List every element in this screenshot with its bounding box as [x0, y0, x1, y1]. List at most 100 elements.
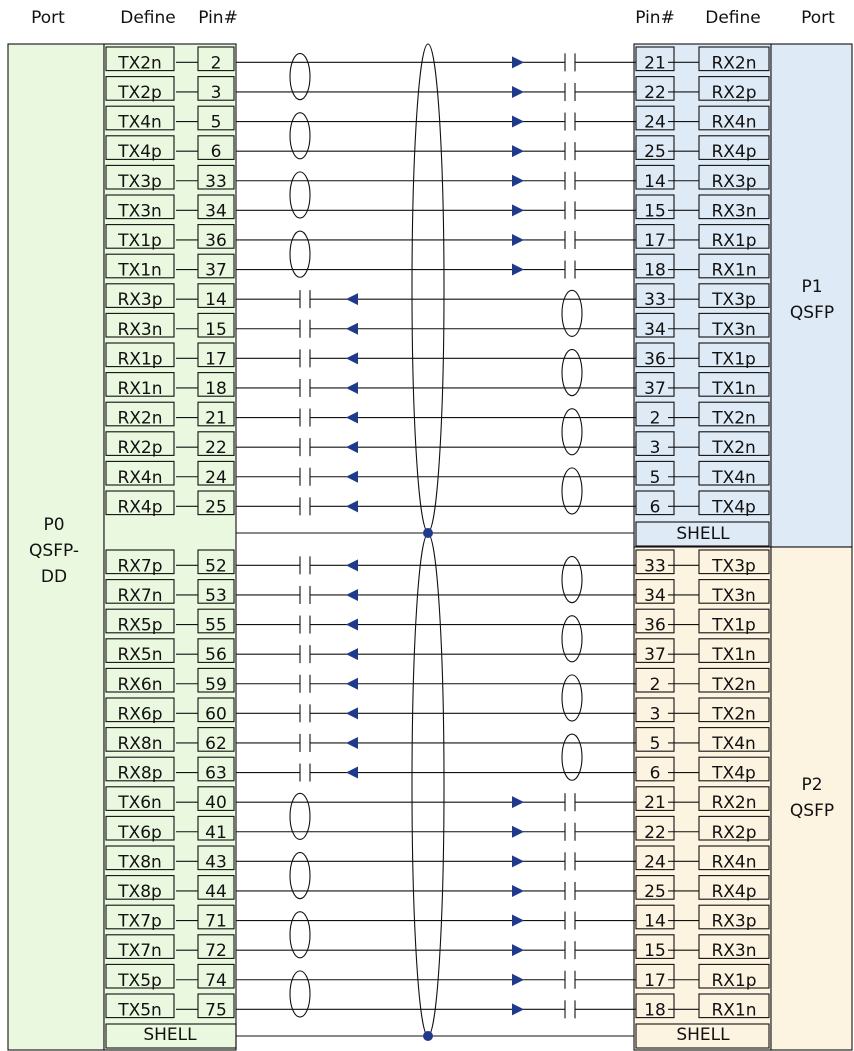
g1-right-define: RX2n [711, 53, 756, 73]
g2-right-pin-cell [635, 963, 675, 989]
g1-left-pin: 34 [205, 201, 227, 221]
g1-diff-pair-ellipse [289, 52, 311, 101]
g2-left-define-cell [105, 786, 175, 811]
g2-right-pin-cell [635, 667, 675, 693]
g2-left-pin-cell [197, 638, 235, 663]
g2-left-pin-cell [197, 993, 235, 1019]
g1-left-define: TX2n [117, 53, 162, 73]
g1-right-pin-cell [635, 224, 675, 249]
g1-left-define: TX1p [117, 231, 162, 251]
g2-right-define-cell [698, 727, 770, 752]
g1-left-pin-cell [197, 342, 235, 368]
g2-right-pin-cell [635, 786, 675, 811]
g2-left-define: RX7p [117, 556, 162, 576]
g2-left-pin: 44 [205, 882, 227, 902]
g1-right-define-cell [698, 490, 770, 516]
p0-port-label-line2: QSFP- [29, 541, 79, 561]
g1-left-define: TX4p [117, 142, 162, 162]
g1-direction-arrow-right [512, 145, 524, 158]
g2-left-pin: 53 [205, 586, 227, 606]
p0-shell-label: SHELL [143, 1025, 197, 1045]
header-left-define: Define [120, 8, 176, 28]
g2-right-pin-cell [635, 815, 675, 841]
g2-left-pin-cell [197, 875, 235, 900]
g2-left-pin-cell [197, 904, 235, 930]
p0-pin-block [103, 43, 237, 1051]
g2-right-pin-cell [635, 904, 675, 930]
p0-port-label-line3: DD [41, 567, 67, 587]
g1-right-pin: 18 [644, 261, 666, 281]
g1-right-define-cell [698, 194, 770, 220]
g1-right-pin-cell [635, 283, 675, 308]
g1-right-pin-cell [635, 164, 675, 190]
g1-left-pin: 2 [211, 53, 222, 73]
g2-right-define-cell [698, 549, 770, 575]
g1-diff-pair-ellipse [561, 408, 583, 456]
g1-right-define-cell [698, 253, 770, 279]
g1-right-define: TX2n [711, 409, 756, 429]
g1-left-define: RX2n [117, 409, 162, 429]
g2-right-pin-cell [635, 697, 675, 723]
g2-diff-pair-ellipse [289, 792, 311, 840]
g2-right-define-cell [698, 993, 770, 1019]
p2-pin-block [633, 546, 772, 1051]
g1-direction-arrow-right [512, 174, 524, 187]
g2-direction-arrow-right [512, 855, 524, 868]
g2-left-pin-cell [197, 667, 235, 693]
g2-direction-arrow-left [346, 736, 358, 749]
g2-right-pin: 5 [650, 734, 661, 754]
g1-left-pin: 15 [205, 320, 227, 340]
g1-left-define-cell [105, 372, 175, 397]
g1-left-pin: 3 [211, 83, 222, 103]
g2-left-pin-cell [197, 579, 235, 604]
g2-right-define: RX1n [711, 1000, 756, 1020]
g1-left-define-cell [105, 224, 175, 249]
g1-left-pin-cell [197, 224, 235, 249]
g2-direction-arrow-right [512, 884, 524, 897]
g2-right-define: RX3p [711, 912, 756, 932]
g2-direction-arrow-left [346, 707, 358, 720]
g2-right-pin-cell [635, 638, 675, 663]
g2-left-define-cell [105, 579, 175, 604]
g2-right-pin: 33 [644, 556, 666, 576]
g2-right-define-cell [698, 815, 770, 841]
g1-left-pin: 33 [205, 172, 227, 192]
g1-left-define-cell [105, 312, 175, 338]
g2-direction-arrow-left [346, 677, 358, 690]
g2-direction-arrow-left [346, 648, 358, 661]
g1-right-define: TX3p [711, 290, 756, 310]
g1-right-define: RX1p [711, 231, 756, 251]
g2-right-define: RX1p [711, 971, 756, 991]
g1-left-pin: 18 [205, 379, 227, 399]
g2-right-define-cell [698, 904, 770, 930]
g2-right-define: TX2n [711, 675, 756, 695]
g1-right-define-cell [698, 372, 770, 397]
g1-direction-arrow-left [346, 500, 358, 513]
header-left-pin: Pin# [198, 8, 238, 28]
g1-right-pin-cell [635, 312, 675, 338]
g1-right-define: TX1n [711, 379, 756, 399]
g2-right-define: TX1n [711, 645, 756, 665]
g1-right-pin: 5 [650, 468, 661, 488]
g1-right-pin-cell [635, 372, 675, 397]
g1-left-define-cell [105, 342, 175, 368]
g1-right-pin-cell [635, 460, 675, 486]
g2-right-pin-cell [635, 549, 675, 575]
g1-right-define-cell [698, 164, 770, 190]
g1-left-pin: 37 [205, 261, 227, 281]
g1-direction-arrow-left [346, 441, 358, 454]
g1-right-pin: 17 [644, 231, 666, 251]
g2-left-define-cell [105, 963, 175, 989]
g2-left-define-cell [105, 815, 175, 841]
g1-right-pin: 14 [644, 172, 666, 192]
g1-right-pin: 25 [644, 142, 666, 162]
p1-port-cell [770, 43, 853, 548]
g1-left-pin-cell [197, 105, 235, 131]
g2-right-pin: 18 [644, 1000, 666, 1020]
g1-left-define: RX4n [117, 468, 162, 488]
g1-right-pin-cell [635, 76, 675, 101]
g2-right-pin-cell [635, 756, 675, 782]
g1-left-define-cell [105, 460, 175, 486]
g2-left-define-cell [105, 608, 175, 634]
g2-direction-arrow-right [512, 944, 524, 957]
